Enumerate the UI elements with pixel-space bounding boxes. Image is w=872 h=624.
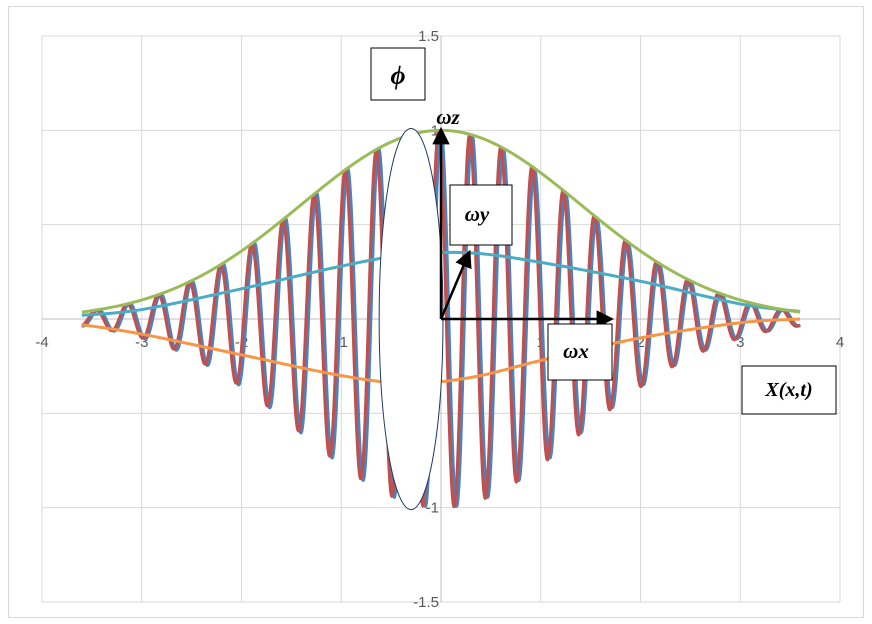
y-tick-label: 1.5 (418, 28, 439, 45)
x-tick-label: -4 (35, 334, 48, 351)
x-tick-label: 3 (736, 334, 744, 351)
phi-label-group: ϕ (370, 47, 426, 101)
omega-z-label: ωz (436, 105, 460, 129)
y-tick-label: -1 (426, 500, 439, 517)
omega-z-label-group: ωz (436, 105, 460, 129)
phi-label: ϕ (390, 61, 405, 90)
x-tick-label: 2 (636, 334, 644, 351)
omega-y-arrow (439, 249, 472, 320)
omega-y-label: ωy (465, 202, 490, 226)
x-tick-label: 4 (836, 334, 844, 351)
x-function-label-group: X(x,t) (741, 365, 837, 415)
x-function-label-box (741, 365, 837, 415)
omega-x-label-group: ωx (547, 323, 613, 381)
omega-y-label-box (449, 184, 513, 246)
ellipse-shape (378, 127, 444, 511)
x-function-label: X(x,t) (764, 379, 812, 401)
omega-x-label-box (547, 323, 613, 381)
omega-x-label: ωx (563, 339, 589, 363)
annotations: ϕ ωz ωy ωx X(x,t) (370, 47, 837, 415)
vector-arrows (432, 126, 615, 328)
phi-label-box (370, 47, 426, 101)
y-tick-label: -1.5 (413, 594, 439, 611)
omega-y-label-group: ωy (449, 184, 513, 246)
